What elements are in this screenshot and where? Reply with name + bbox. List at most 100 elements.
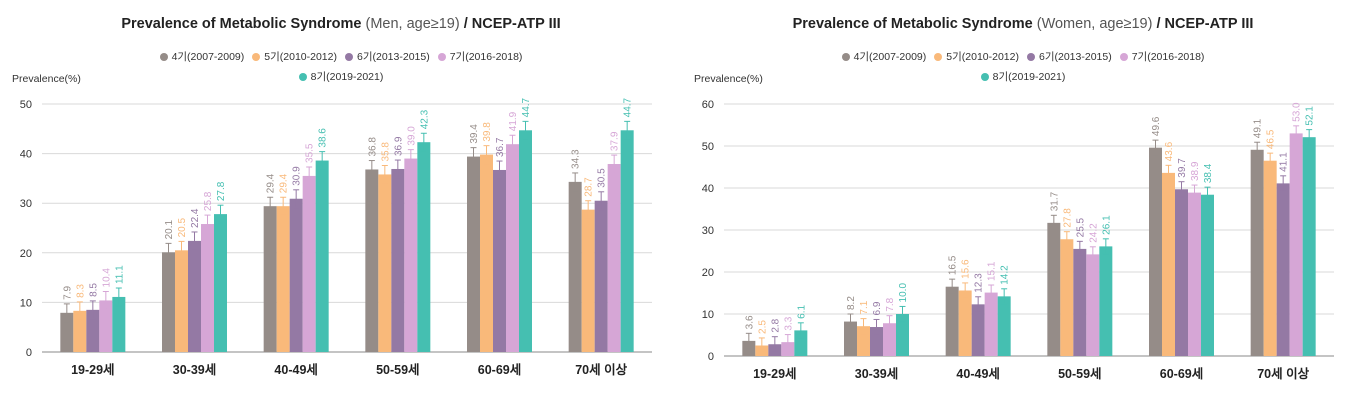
bar [60,312,74,352]
legend-label: 6기(2013-2015) [1039,51,1112,63]
bar [1086,254,1100,356]
legend-swatch [252,52,261,61]
legend-item: 5기(2010-2012) [252,49,337,64]
bar [1289,133,1303,356]
bar [99,300,113,352]
data-label: 10.4 [101,268,112,288]
y-tick-label: 10 [702,309,714,321]
y-tick-label: 0 [26,347,32,359]
bar [844,321,857,356]
bar [404,158,418,352]
bar [519,130,532,352]
legend-swatch [298,72,307,81]
chart-subtitle: (Women, age≥19) [1036,16,1153,32]
bar [857,326,870,356]
bar [276,206,290,352]
chart-title: Prevalence of Metabolic Syndrome (Men, a… [0,16,682,32]
data-label: 31.7 [1049,191,1060,211]
data-label: 38.6 [318,128,329,148]
chart-title-suffix: / NCEP-ATP III [463,16,561,32]
data-label: 6.1 [796,304,807,318]
women-bar-chart: 0 10 20 30 40 50 60 3.6 2.5 2.8 3.36.1 19-29세 8.2 7.1… [702,99,1334,381]
data-label: 12.3 [974,273,985,293]
bar [467,156,480,352]
legend-label: 4기(2007-2009) [853,51,927,63]
bar [1099,246,1113,356]
legend-swatch [159,52,168,61]
bar [958,290,972,356]
data-label: 7.8 [885,297,896,311]
data-label: 7.1 [859,300,870,314]
legend-item: 8기(2019-2021) [980,69,1066,84]
legend-label: 8기(2019-2021) [310,71,384,83]
bar [984,292,998,356]
data-label: 20.1 [164,219,175,239]
bar [506,144,519,352]
bar [794,330,808,356]
bar [607,164,621,352]
legend-item: 4기(2007-2009) [159,49,245,64]
data-label: 25.5 [1075,217,1086,237]
data-label: 26.1 [1101,215,1112,235]
x-tick-label: 50-59세 [1058,366,1101,381]
data-label: 24.2 [1088,223,1099,243]
data-label: 10.0 [898,283,909,303]
x-tick-label: 19-29세 [71,362,114,377]
data-label: 44.7 [521,97,532,117]
y-tick-label: 10 [20,297,32,309]
men-bar-chart: 0 10 20 30 40 50 7.9 8.3 8.510.4 11.1 19-29세 20.1 20… [20,97,652,377]
bar [1073,248,1087,356]
legend-swatch [1027,52,1035,61]
bar [417,142,431,352]
data-label: 36.9 [393,136,404,156]
legend-swatch [841,52,850,61]
y-axis-label: Prevalence(%) [12,73,81,85]
bar [493,169,506,352]
chart-subtitle: (Men, age≥19) [365,16,460,32]
chart-legend: 4기(2007-2009) 5기(2010-2012) 6기(2013-2015… [682,49,1364,84]
bar [1276,183,1290,356]
data-label: 46.5 [1266,129,1277,149]
data-label: 39.0 [406,126,417,146]
y-tick-label: 50 [20,99,32,111]
data-label: 28.7 [584,177,595,197]
bar [997,296,1011,356]
bar [896,314,909,356]
bar [945,286,959,356]
x-tick-label: 70세 이상 [1257,366,1309,381]
data-label: 22.4 [190,208,201,228]
bar [175,250,188,352]
data-label: 8.2 [846,296,857,310]
x-tick-label: 40-49세 [956,366,999,381]
data-label: 42.3 [419,109,430,129]
y-tick-label: 20 [702,267,714,279]
bar [620,130,634,352]
bar [201,224,214,352]
y-tick-label: 40 [702,183,714,195]
data-label: 2.5 [757,320,768,334]
bar [870,327,883,356]
bar [1175,189,1188,356]
data-label: 39.4 [469,124,480,144]
data-label: 16.5 [948,255,959,275]
y-tick-label: 0 [708,351,714,363]
legend-item: 5기(2010-2012) [934,49,1019,64]
women-chart-panel: Prevalence of Metabolic Syndrome (Women,… [682,0,1364,403]
y-tick-label: 30 [702,225,714,237]
data-label: 29.4 [279,173,290,193]
bar [112,296,126,352]
legend-label: 8기(2019-2021) [992,71,1066,83]
data-label: 11.1 [114,265,125,284]
bar [480,154,493,352]
data-label: 34.3 [571,149,582,169]
data-label: 8.5 [88,283,99,297]
legend-label: 4기(2007-2009) [171,51,245,63]
bar [378,174,392,352]
x-tick-label: 40-49세 [274,362,317,377]
bar [1250,149,1264,356]
x-tick-label: 60-69세 [1160,366,1203,381]
data-label: 49.6 [1151,116,1162,136]
bar [1149,147,1162,356]
data-label: 36.8 [367,137,378,157]
data-label: 38.4 [1203,163,1214,183]
